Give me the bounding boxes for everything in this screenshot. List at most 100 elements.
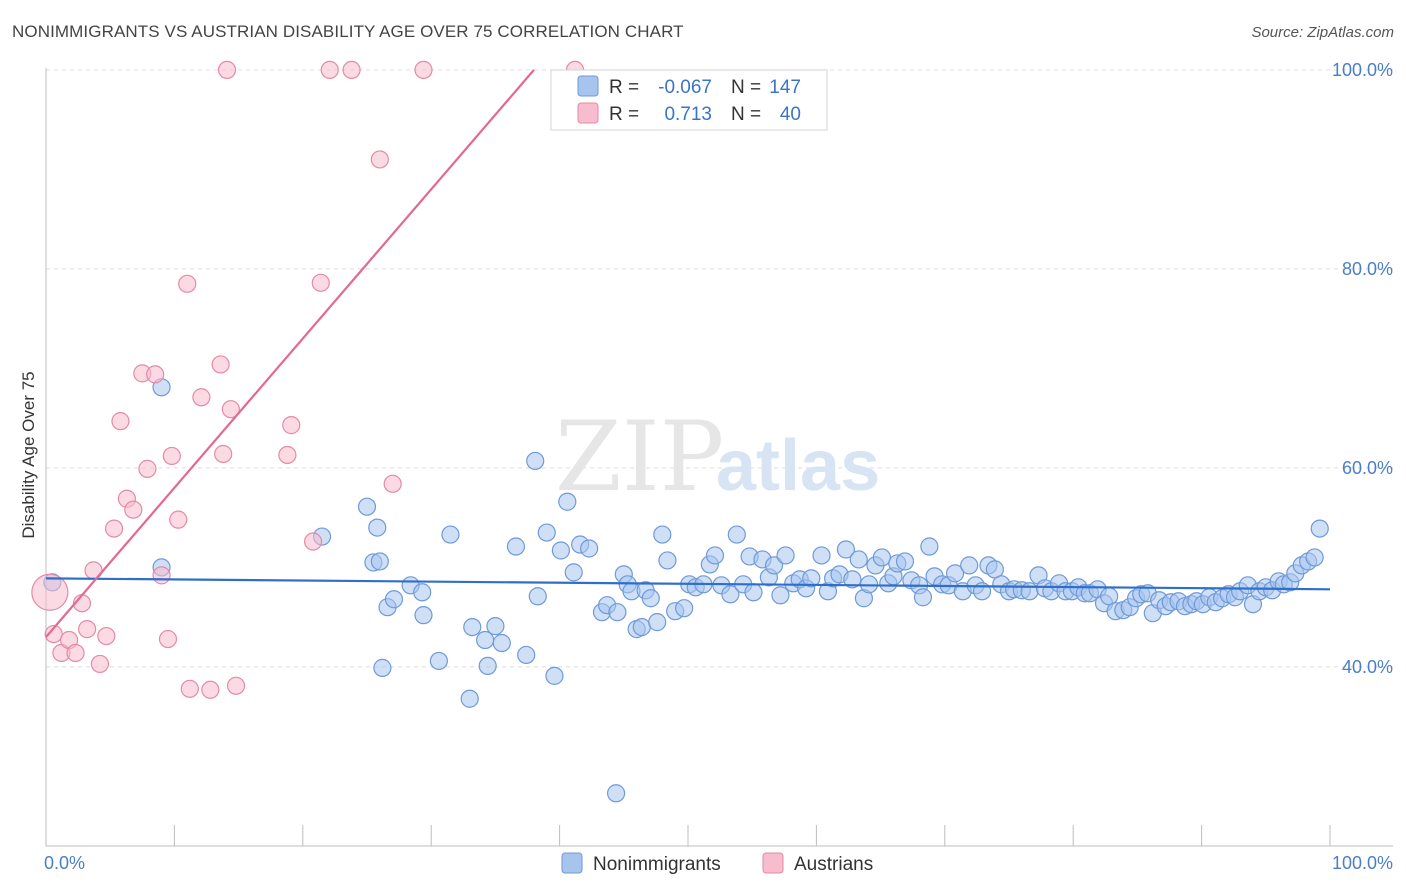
point-austrians-10 xyxy=(104,519,124,538)
point-nonimmigrants-23 xyxy=(526,451,545,471)
point-nonimmigrants-20 xyxy=(492,633,511,653)
trend-line-austrians xyxy=(45,69,535,638)
point-austrians-23 xyxy=(192,388,211,407)
legend-label-austrians: Austrians xyxy=(794,854,873,875)
point-nonimmigrants-3 xyxy=(357,497,377,516)
point-nonimmigrants-22 xyxy=(517,645,536,665)
y-tick-label-100: 100.0% xyxy=(1332,60,1393,80)
point-austrians-19 xyxy=(162,446,181,466)
stats-r-value-nonimmigrants: -0.067 xyxy=(658,77,712,98)
point-austrians-34 xyxy=(320,60,339,80)
point-nonimmigrants-6 xyxy=(370,552,389,571)
point-nonimmigrants-28 xyxy=(558,492,577,511)
point-nonimmigrants-7 xyxy=(373,658,392,677)
point-nonimmigrants-73 xyxy=(843,570,862,589)
point-nonimmigrants-74 xyxy=(849,550,868,569)
point-austrians-13 xyxy=(124,500,143,519)
stats-n-label-nonimmigrants: N = xyxy=(731,77,761,98)
point-nonimmigrants-5 xyxy=(368,518,387,537)
stats-n-label-austrians: N = xyxy=(731,104,761,125)
point-nonimmigrants-86 xyxy=(920,537,939,556)
series-legend: Nonimmigrants Austrians xyxy=(561,852,873,875)
axes xyxy=(45,68,1393,847)
point-nonimmigrants-58 xyxy=(744,583,763,602)
point-nonimmigrants-72 xyxy=(836,540,856,559)
point-nonimmigrants-62 xyxy=(771,586,790,605)
stats-n-value-austrians: 40 xyxy=(780,104,801,125)
watermark: ZIP atlas xyxy=(555,401,880,513)
point-austrians-17 xyxy=(152,566,171,585)
watermark-zip: ZIP xyxy=(555,401,724,513)
point-nonimmigrants-26 xyxy=(545,666,564,685)
point-nonimmigrants-15 xyxy=(460,689,479,708)
point-nonimmigrants-44 xyxy=(653,525,672,544)
point-austrians-37 xyxy=(383,474,402,493)
x-tick-label-min: 0.0% xyxy=(44,853,85,873)
point-austrians-32 xyxy=(303,532,323,551)
point-austrians-20 xyxy=(169,510,188,529)
point-austrians-30 xyxy=(278,445,297,465)
point-nonimmigrants-92 xyxy=(960,556,979,575)
point-nonimmigrants-12 xyxy=(414,606,433,625)
stats-legend: R = -0.067 N = 147 R = 0.713 N = 40 xyxy=(550,69,828,131)
point-nonimmigrants-67 xyxy=(802,569,821,588)
y-tick-label-40: 40.0% xyxy=(1342,657,1393,677)
stats-swatch-austrians xyxy=(577,102,599,124)
point-nonimmigrants-78 xyxy=(872,548,891,567)
point-austrians-15 xyxy=(138,459,157,478)
point-nonimmigrants-101 xyxy=(1020,582,1039,601)
point-nonimmigrants-9 xyxy=(384,590,404,609)
point-austrians-36 xyxy=(370,150,389,169)
point-austrians-1 xyxy=(44,624,63,644)
point-nonimmigrants-13 xyxy=(429,651,449,671)
point-austrians-26 xyxy=(214,444,233,464)
point-austrians-18 xyxy=(158,629,178,649)
chart-title: NONIMMIGRANTS VS AUSTRIAN DISABILITY AGE… xyxy=(12,22,684,41)
point-nonimmigrants-24 xyxy=(528,587,547,606)
legend-swatch-austrians xyxy=(762,852,784,874)
point-austrians-38 xyxy=(414,60,433,80)
point-nonimmigrants-45 xyxy=(658,551,677,570)
point-austrians-21 xyxy=(178,274,197,293)
point-nonimmigrants-31 xyxy=(580,539,599,558)
legend-label-nonimmigrants: Nonimmigrants xyxy=(593,854,721,875)
point-nonimmigrants-68 xyxy=(812,546,831,565)
point-austrians-0 xyxy=(31,573,69,611)
point-nonimmigrants-19 xyxy=(486,617,505,636)
point-nonimmigrants-16 xyxy=(463,617,482,637)
point-nonimmigrants-82 xyxy=(895,552,915,571)
point-nonimmigrants-85 xyxy=(913,588,933,607)
grid-lines xyxy=(46,69,1393,668)
point-austrians-22 xyxy=(180,679,199,698)
point-nonimmigrants-55 xyxy=(727,525,746,544)
y-tick-label-60: 60.0% xyxy=(1342,458,1393,478)
point-austrians-8 xyxy=(90,654,110,674)
point-nonimmigrants-11 xyxy=(413,583,432,602)
point-austrians-27 xyxy=(217,60,237,80)
legend-swatch-nonimmigrants xyxy=(561,852,583,874)
stats-n-value-nonimmigrants: 147 xyxy=(769,77,801,98)
y-tick-labels: 40.0% 60.0% 80.0% 100.0% xyxy=(1332,60,1393,677)
point-austrians-25 xyxy=(211,355,230,374)
point-nonimmigrants-147 xyxy=(1310,519,1329,538)
point-austrians-35 xyxy=(342,60,361,80)
point-nonimmigrants-29 xyxy=(564,563,583,582)
point-austrians-29 xyxy=(226,676,246,695)
point-austrians-28 xyxy=(221,400,240,419)
watermark-atlas: atlas xyxy=(716,426,880,506)
point-nonimmigrants-40 xyxy=(632,617,651,637)
point-nonimmigrants-21 xyxy=(506,537,526,556)
trend-line-nonimmigrants xyxy=(45,577,1331,591)
point-nonimmigrants-34 xyxy=(606,784,626,803)
point-austrians-24 xyxy=(201,680,220,699)
point-nonimmigrants-18 xyxy=(478,656,497,676)
stats-r-value-austrians: 0.713 xyxy=(664,104,712,125)
point-nonimmigrants-42 xyxy=(641,589,660,608)
point-austrians-6 xyxy=(77,619,97,639)
y-tick-label-80: 80.0% xyxy=(1342,259,1393,279)
point-austrians-11 xyxy=(111,412,130,431)
point-austrians-9 xyxy=(97,626,116,646)
stats-r-label-nonimmigrants: R = xyxy=(609,77,639,98)
point-nonimmigrants-43 xyxy=(648,613,667,632)
stats-swatch-nonimmigrants xyxy=(577,75,599,97)
